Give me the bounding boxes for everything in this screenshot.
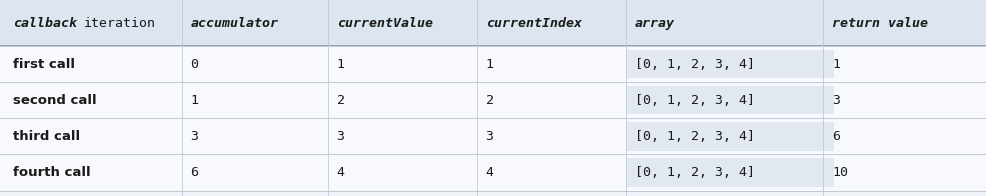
Text: return value: return value [831, 16, 927, 30]
Bar [626, 122, 833, 151]
Text: 3: 3 [831, 94, 839, 107]
Text: [0, 1, 2, 3, 4]: [0, 1, 2, 3, 4] [634, 130, 754, 143]
Text: [0, 1, 2, 3, 4]: [0, 1, 2, 3, 4] [634, 166, 754, 179]
Bar [0, 154, 986, 191]
Text: third call: third call [13, 130, 80, 143]
Text: 6: 6 [190, 166, 198, 179]
Bar [0, 46, 986, 82]
Text: [0, 1, 2, 3, 4]: [0, 1, 2, 3, 4] [634, 58, 754, 71]
Text: array: array [634, 16, 674, 30]
Text: 4: 4 [336, 166, 344, 179]
Text: second call: second call [13, 94, 97, 107]
Text: 1: 1 [485, 58, 493, 71]
Text: currentValue: currentValue [336, 16, 432, 30]
Bar [0, 82, 986, 118]
Text: fourth call: fourth call [13, 166, 91, 179]
Text: iteration: iteration [84, 16, 156, 30]
Text: 2: 2 [485, 94, 493, 107]
Text: 10: 10 [831, 166, 847, 179]
Text: 3: 3 [190, 130, 198, 143]
Bar [626, 86, 833, 114]
Text: 4: 4 [485, 166, 493, 179]
Text: 3: 3 [336, 130, 344, 143]
Text: [0, 1, 2, 3, 4]: [0, 1, 2, 3, 4] [634, 94, 754, 107]
Text: 3: 3 [485, 130, 493, 143]
Text: accumulator: accumulator [190, 16, 278, 30]
Text: 0: 0 [190, 58, 198, 71]
Text: currentIndex: currentIndex [485, 16, 581, 30]
Text: 6: 6 [831, 130, 839, 143]
Text: 1: 1 [831, 58, 839, 71]
Bar [626, 158, 833, 187]
Text: 2: 2 [336, 94, 344, 107]
Text: 1: 1 [336, 58, 344, 71]
Bar [626, 50, 833, 78]
Text: first call: first call [13, 58, 75, 71]
Bar [0, 118, 986, 154]
Text: 1: 1 [190, 94, 198, 107]
Text: callback: callback [13, 16, 77, 30]
Bar [0, 0, 986, 46]
